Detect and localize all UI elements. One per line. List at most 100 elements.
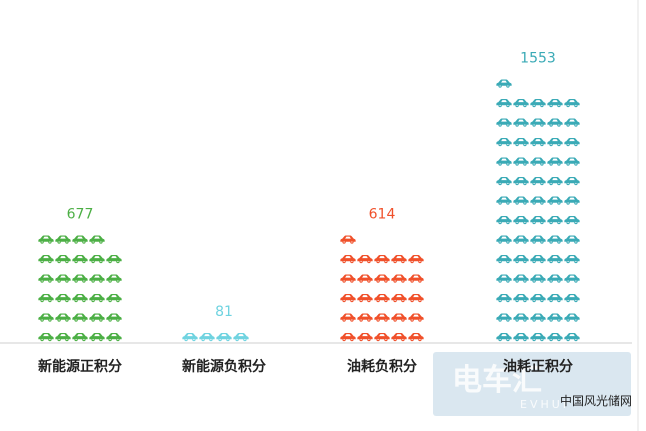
- car-icon: [513, 118, 529, 127]
- car-icon: [513, 274, 529, 283]
- car-icon: [496, 99, 512, 108]
- car-icon: [530, 99, 546, 108]
- car-icon: [513, 138, 529, 147]
- car-icon: [357, 313, 373, 322]
- car-icon: [496, 216, 512, 225]
- category-labels: 新能源正积分 新能源负积分 油耗负积分 油耗正积分: [38, 358, 573, 375]
- car-icon: [55, 294, 71, 303]
- car-icon: [530, 216, 546, 225]
- car-icon: [513, 235, 529, 244]
- watermark-box: [433, 352, 631, 416]
- car-icon: [72, 235, 88, 244]
- car-icon: [38, 255, 54, 264]
- car-icon: [89, 255, 105, 264]
- car-icon: [513, 216, 529, 225]
- car-icon: [374, 333, 390, 342]
- car-icon: [106, 333, 122, 342]
- car-icon: [564, 138, 580, 147]
- car-icon: [55, 235, 71, 244]
- car-icon: [340, 235, 356, 244]
- car-icon: [182, 333, 198, 342]
- watermark: 电车汇 EVHUI: [433, 352, 631, 416]
- car-icon: [530, 177, 546, 186]
- car-icon: [496, 138, 512, 147]
- car-icon: [564, 118, 580, 127]
- car-icon: [547, 216, 563, 225]
- car-icon: [89, 313, 105, 322]
- car-icon: [496, 255, 512, 264]
- car-icon: [72, 294, 88, 303]
- car-icon: [391, 333, 407, 342]
- car-icon: [496, 157, 512, 166]
- car-icon: [89, 235, 105, 244]
- car-icon: [496, 79, 512, 88]
- value-label-category-4: 1553: [520, 51, 556, 67]
- value-label-category-1: 677: [67, 207, 94, 223]
- car-icon: [89, 274, 105, 283]
- car-icon: [496, 118, 512, 127]
- car-icon: [496, 333, 512, 342]
- car-icon: [38, 313, 54, 322]
- value-labels: 677 81 614 1553: [67, 51, 556, 321]
- car-icon: [357, 294, 373, 303]
- car-icon: [408, 274, 424, 283]
- car-icon: [72, 313, 88, 322]
- car-icon: [513, 177, 529, 186]
- car-icon: [106, 294, 122, 303]
- watermark-text: 电车汇: [452, 363, 542, 398]
- car-icon: [496, 294, 512, 303]
- car-icon: [547, 138, 563, 147]
- car-icon: [513, 333, 529, 342]
- car-icon: [547, 313, 563, 322]
- car-icon: [530, 138, 546, 147]
- car-icon: [408, 294, 424, 303]
- value-label-category-3: 614: [369, 207, 396, 223]
- car-icon: [530, 313, 546, 322]
- car-icon: [547, 118, 563, 127]
- car-icon: [340, 313, 356, 322]
- car-icon: [340, 333, 356, 342]
- car-icon: [374, 313, 390, 322]
- car-icon: [513, 99, 529, 108]
- car-icon: [547, 177, 563, 186]
- car-icon: [564, 196, 580, 205]
- car-icon: [530, 274, 546, 283]
- car-icon: [547, 157, 563, 166]
- car-icon: [496, 313, 512, 322]
- car-icon: [72, 333, 88, 342]
- tick-label-category-4: 油耗正积分: [503, 358, 573, 375]
- car-icon: [89, 333, 105, 342]
- car-icon: [547, 333, 563, 342]
- car-icon: [72, 274, 88, 283]
- car-icon: [374, 255, 390, 264]
- car-icon: [564, 274, 580, 283]
- car-icon: [408, 333, 424, 342]
- car-icon: [530, 157, 546, 166]
- car-icon: [55, 255, 71, 264]
- car-icon: [564, 157, 580, 166]
- car-icon: [55, 313, 71, 322]
- car-icon: [106, 255, 122, 264]
- car-icon: [374, 274, 390, 283]
- car-icon: [391, 313, 407, 322]
- car-icon: [530, 235, 546, 244]
- car-icon: [547, 99, 563, 108]
- car-icon: [564, 177, 580, 186]
- car-icon: [391, 294, 407, 303]
- car-icon: [496, 274, 512, 283]
- car-icon: [106, 313, 122, 322]
- car-icon: [564, 333, 580, 342]
- tick-label-category-1: 新能源正积分: [38, 358, 122, 375]
- car-icon: [340, 274, 356, 283]
- car-icon: [38, 333, 54, 342]
- car-icon: [513, 196, 529, 205]
- bar-category-1: [38, 235, 122, 342]
- car-icon: [391, 274, 407, 283]
- car-icon: [547, 294, 563, 303]
- car-icon: [530, 294, 546, 303]
- car-icon: [547, 196, 563, 205]
- car-icon: [496, 177, 512, 186]
- car-icon: [233, 333, 249, 342]
- car-stacks: [38, 79, 580, 342]
